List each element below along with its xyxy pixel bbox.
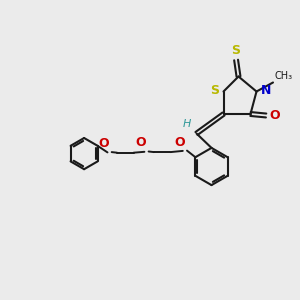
Text: O: O — [135, 136, 146, 149]
Text: O: O — [98, 137, 109, 150]
Text: CH₃: CH₃ — [275, 71, 293, 81]
Text: N: N — [260, 84, 271, 97]
Text: S: S — [210, 83, 219, 97]
Text: S: S — [232, 44, 241, 57]
Text: O: O — [174, 136, 184, 149]
Text: O: O — [270, 109, 280, 122]
Text: H: H — [183, 119, 191, 129]
